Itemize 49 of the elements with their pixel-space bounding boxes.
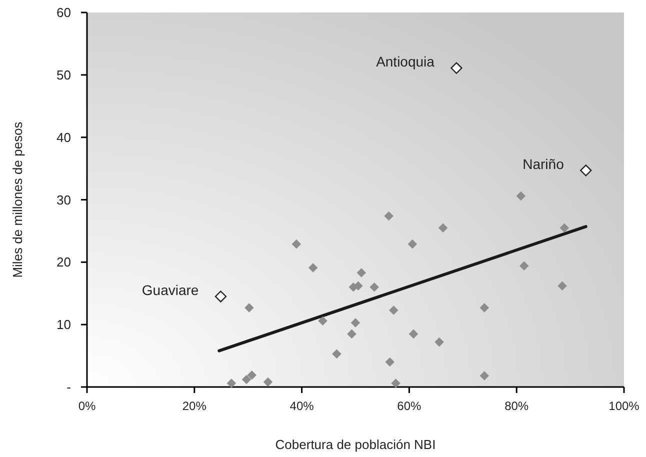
x-axis-title: Cobertura de población NBI bbox=[275, 437, 436, 452]
point bbox=[263, 377, 273, 387]
annotation: Guaviare bbox=[142, 282, 199, 298]
y-axis-title: Miles de millones de pesos bbox=[10, 121, 25, 278]
x-tick-label: 40% bbox=[290, 399, 314, 413]
point bbox=[318, 316, 328, 326]
point bbox=[384, 211, 394, 221]
point bbox=[350, 318, 360, 328]
y-tick-label: 20 bbox=[56, 254, 71, 270]
point bbox=[354, 281, 363, 291]
point bbox=[385, 357, 395, 367]
y-tick-label: 10 bbox=[56, 317, 71, 332]
x-tick-label: 0% bbox=[78, 399, 96, 413]
point bbox=[516, 191, 526, 201]
y-tick-label: 40 bbox=[56, 130, 71, 145]
point bbox=[244, 303, 254, 312]
point bbox=[438, 223, 448, 232]
point bbox=[308, 263, 318, 272]
y-tick-label: 30 bbox=[56, 192, 71, 208]
point bbox=[242, 374, 252, 384]
point bbox=[560, 223, 570, 232]
point bbox=[292, 239, 302, 249]
point bbox=[370, 282, 379, 292]
point bbox=[558, 281, 567, 291]
point bbox=[226, 378, 236, 388]
point bbox=[434, 337, 444, 347]
point bbox=[356, 268, 366, 278]
point bbox=[332, 349, 342, 359]
x-tick-label: 20% bbox=[182, 399, 207, 413]
x-tick-label: 60% bbox=[397, 399, 422, 413]
point bbox=[580, 164, 592, 176]
point bbox=[480, 303, 490, 312]
point bbox=[388, 306, 398, 315]
x-tick-label: 100% bbox=[608, 399, 640, 413]
annotation: Nariño bbox=[522, 156, 564, 172]
point bbox=[450, 62, 462, 74]
annotation: Antioquia bbox=[376, 54, 435, 70]
point bbox=[408, 329, 418, 339]
point bbox=[519, 261, 529, 271]
point bbox=[247, 370, 257, 380]
y-tick-label: - bbox=[66, 380, 71, 395]
point bbox=[480, 371, 490, 380]
point bbox=[408, 239, 418, 249]
y-tick-label: 60 bbox=[56, 5, 71, 20]
point bbox=[391, 378, 400, 388]
x-tick-label: 80% bbox=[504, 399, 529, 413]
y-tick-label: 50 bbox=[56, 67, 71, 82]
point bbox=[214, 290, 227, 302]
point bbox=[347, 329, 356, 339]
